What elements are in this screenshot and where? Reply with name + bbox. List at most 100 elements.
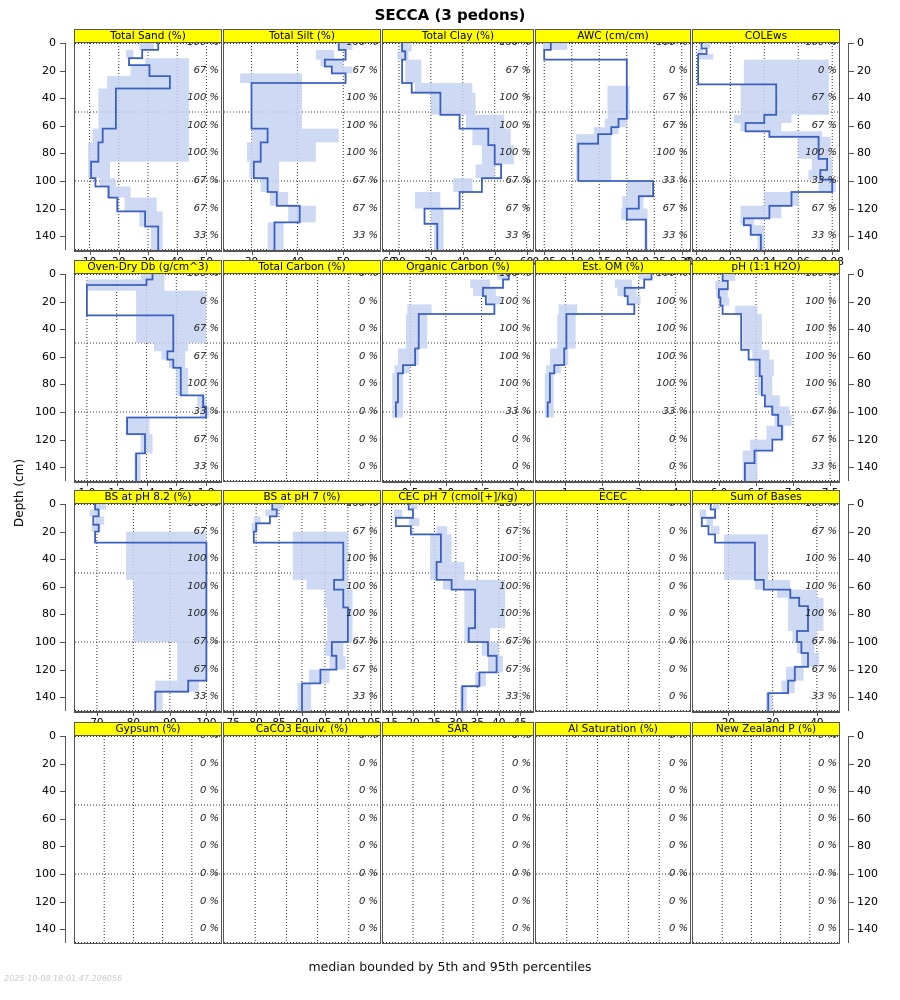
contributing-pct-label: 0 % — [199, 812, 219, 824]
x-tick-mark — [347, 712, 349, 716]
x-tick-mark — [494, 251, 496, 255]
median-line-total-sand — [90, 43, 171, 250]
panel-title-bs-ph-7: BS at pH 7 (%) — [223, 490, 381, 504]
contributing-pct-label: 100 % — [499, 378, 531, 390]
contributing-pct-label: 0 % — [358, 923, 378, 935]
contributing-pct-label: 0 % — [668, 868, 688, 879]
depth-tick-mark — [849, 614, 854, 616]
contributing-pct-label: 0 % — [358, 323, 378, 335]
x-axis-line — [74, 482, 222, 483]
panel-oven-dry-db: Oven-Dry Db (g/cm^3) 100 % 0 % 67 % 67 % 100 … — [74, 260, 222, 482]
plot-svg-organic-carbon — [383, 274, 533, 481]
depth-tick-label: 60 — [42, 349, 56, 363]
depth-tick-label: 140 — [35, 922, 56, 936]
contributing-pct-label: 67 % — [193, 175, 219, 186]
contributing-pct-label: 67 % — [811, 406, 837, 417]
depth-tick-label: 20 — [857, 756, 871, 770]
percentile-band-oven-dry-db — [86, 274, 210, 481]
plot-svg-oven-dry-db — [75, 274, 221, 481]
depth-tick-mark — [849, 43, 854, 44]
depth-tick-mark — [849, 439, 854, 441]
x-tick-mark — [410, 482, 412, 486]
depth-tick-mark — [60, 586, 65, 588]
contributing-pct-label: 0 % — [511, 785, 531, 797]
contributing-pct-label: 0 % — [199, 295, 219, 307]
contributing-pct-label: 67 % — [352, 663, 378, 675]
plot-svg-bs-ph-7 — [224, 504, 380, 711]
x-tick-mark — [370, 712, 372, 716]
contributing-pct-label: 100 % — [499, 323, 531, 335]
depth-tick-mark — [60, 697, 65, 699]
plot-svg-bs-ph-82 — [75, 504, 221, 711]
x-tick-mark — [675, 482, 677, 486]
panel-title-colews: COLEws — [692, 29, 840, 43]
plot-svg-al-saturation — [536, 736, 690, 943]
contributing-pct-label: 100 % — [805, 350, 837, 362]
depth-axis-right-spine — [848, 43, 849, 250]
contributing-pct-label: 0 % — [511, 840, 531, 852]
plot-area-sum-of-bases: 100 % 67 % 100 % 100 % 100 % 67 % 67 % 33 % — [692, 503, 840, 712]
contributing-pct-label: 67 % — [662, 202, 688, 214]
depth-tick-mark — [849, 384, 854, 386]
depth-tick-label: 100 — [35, 405, 56, 418]
contributing-pct-label: 33 % — [352, 691, 378, 703]
x-tick-mark — [434, 712, 436, 716]
contributing-pct-label: 67 % — [193, 433, 219, 445]
contributing-pct-label: 67 % — [811, 525, 837, 537]
x-tick-mark — [599, 251, 601, 255]
contributing-pct-label: 0 % — [199, 840, 219, 852]
plot-svg-caco3-equiv — [224, 736, 380, 943]
percentile-band-total-sand — [88, 43, 189, 250]
contributing-pct-label: 0 % — [511, 895, 531, 907]
depth-tick-mark — [849, 467, 854, 469]
depth-tick-mark — [849, 763, 854, 765]
contributing-pct-label: 0 % — [817, 923, 837, 935]
panel-title-awc: AWC (cm/cm) — [535, 29, 691, 43]
contributing-pct-label: 0 % — [199, 923, 219, 935]
contributing-pct-label: 33 % — [811, 230, 837, 242]
panel-gypsum: Gypsum (%) 0 % 0 % 0 % 0 % 0 % 0 % 0 % 0 % — [74, 722, 222, 944]
panel-total-sand: Total Sand (%) 100 % 67 % 100 % 100 % 100 % 67… — [74, 29, 222, 251]
depth-tick-mark — [60, 153, 65, 155]
depth-tick-label: 80 — [857, 146, 871, 160]
contributing-pct-label: 67 % — [811, 433, 837, 445]
x-tick-mark — [233, 712, 235, 716]
contributing-pct-label: 100 % — [656, 350, 688, 362]
contributing-pct-label: 100 % — [187, 503, 219, 509]
x-tick-mark — [146, 482, 148, 486]
depth-tick-mark — [849, 236, 854, 238]
percentile-band-bs-ph-7 — [251, 504, 353, 711]
depth-tick-mark — [60, 467, 65, 469]
x-tick-mark — [764, 251, 766, 255]
depth-tick-mark — [60, 356, 65, 358]
contributing-pct-label: 0 % — [358, 895, 378, 907]
contributing-pct-label: 67 % — [505, 175, 531, 186]
depth-tick-label: 60 — [857, 579, 871, 593]
panel-awc: AWC (cm/cm) 100 % 0 % 67 % 67 % 100 % 33 % 67 %… — [535, 29, 691, 251]
depth-axis-left-spine — [65, 43, 66, 250]
x-tick-mark — [772, 712, 774, 716]
x-axis-line — [74, 712, 222, 713]
x-axis-line — [692, 251, 840, 252]
depth-tick-label: 0 — [49, 36, 56, 49]
median-line-oven-dry-db — [85, 274, 208, 481]
contributing-pct-label: 0 % — [817, 895, 837, 907]
depth-tick-label: 0 — [857, 267, 864, 280]
percentile-band-cec-ph-7 — [393, 504, 506, 711]
depth-tick-label: 80 — [42, 607, 56, 621]
depth-tick-mark — [849, 356, 854, 358]
panel-total-clay: Total Clay (%) 100 % 67 % 100 % 100 % 100 % 67… — [382, 29, 534, 251]
plot-area-new-zealand-p: 0 % 0 % 0 % 0 % 0 % 0 % 0 % 0 % — [692, 735, 840, 944]
plot-area-cec-ph-7: 100 % 67 % 100 % 100 % 100 % 67 % 67 % 33 % — [382, 503, 534, 712]
plot-svg-total-clay — [383, 43, 533, 250]
x-axis-line — [692, 712, 840, 713]
depth-tick-label: 120 — [35, 894, 56, 908]
panel-total-carbon: Total Carbon (%) 0 % 0 % 0 % 0 % 0 % 0 % 0 % 0 % — [223, 260, 381, 482]
contributing-pct-label: 67 % — [193, 350, 219, 362]
panel-bs-ph-7: BS at pH 7 (%) 100 % 67 % 100 % 100 % 100 % 67… — [223, 490, 381, 712]
contributing-pct-label: 100 % — [187, 553, 219, 565]
x-tick-mark — [798, 251, 800, 255]
x-tick-mark — [445, 482, 447, 486]
panel-cec-ph-7: CEC pH 7 (cmol[+]/kg) 100 % 67 % 100 % 100 %… — [382, 490, 534, 712]
contributing-pct-label: 100 % — [499, 503, 531, 509]
